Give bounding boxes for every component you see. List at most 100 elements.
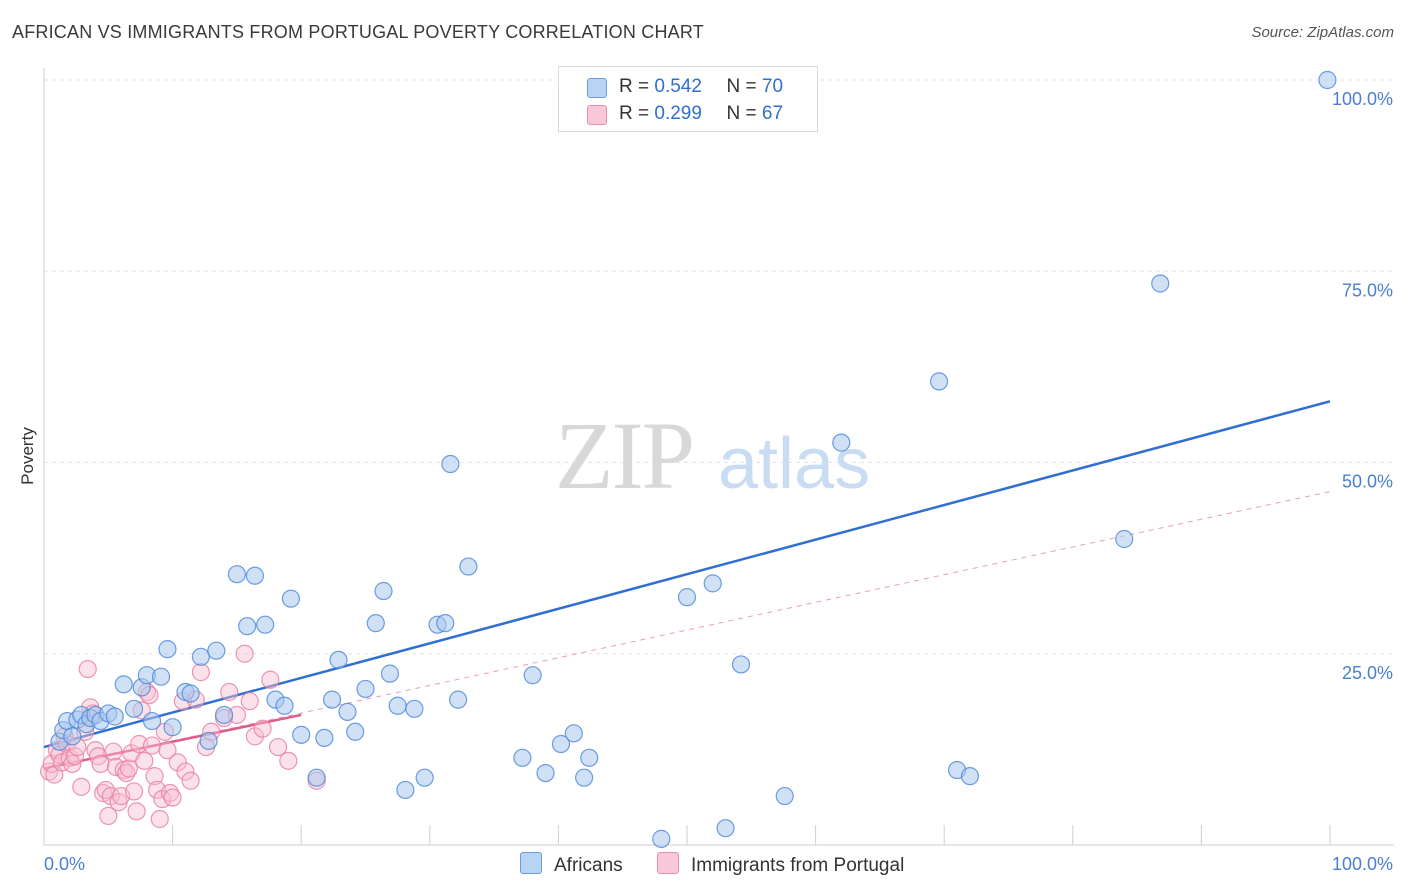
- data-point-africans: [436, 614, 455, 633]
- data-point-africans: [575, 768, 594, 787]
- data-point-portugal: [245, 727, 265, 746]
- data-point-africans: [513, 748, 532, 767]
- data-point-africans: [105, 707, 124, 726]
- data-point-africans: [832, 433, 851, 452]
- data-point-africans: [124, 699, 144, 718]
- data-point-portugal: [253, 719, 272, 738]
- source-label: Source: ZipAtlas.com: [1251, 24, 1394, 41]
- data-point-africans: [652, 829, 671, 848]
- data-point-africans: [281, 589, 301, 608]
- data-point-africans: [448, 690, 468, 709]
- y-tick-label: 100.0%: [1332, 89, 1393, 109]
- legend-swatch-africans: [587, 78, 607, 98]
- data-point-africans: [346, 722, 365, 741]
- data-point-africans: [366, 614, 385, 633]
- trendline-africans: [43, 400, 1331, 749]
- bottom-legend-africans: Africans: [520, 852, 623, 877]
- data-point-africans: [716, 819, 735, 838]
- stats-legend: R = 0.542 N = 70 R = 0.299 N = 67: [558, 66, 818, 132]
- data-point-africans: [929, 372, 949, 391]
- data-point-africans: [405, 699, 424, 718]
- data-point-portugal: [158, 741, 177, 760]
- data-point-africans: [960, 767, 980, 786]
- data-point-africans: [380, 664, 400, 683]
- data-point-portugal: [261, 670, 280, 689]
- data-point-africans: [227, 565, 246, 584]
- data-point-portugal: [279, 751, 298, 770]
- data-point-africans: [703, 574, 722, 593]
- data-point-africans: [551, 734, 571, 754]
- data-point-africans: [163, 718, 182, 737]
- data-point-africans: [523, 666, 542, 685]
- trendline-portugal-extended: [43, 491, 1331, 769]
- data-point-africans: [307, 768, 326, 787]
- data-point-portugal: [127, 802, 146, 821]
- data-point-africans: [214, 705, 234, 725]
- data-point-africans: [275, 696, 294, 715]
- legend-r-value-africans: 0.542: [654, 76, 702, 97]
- bottom-legend-swatch-portugal: [657, 852, 679, 874]
- x-tick-label-min: 0.0%: [44, 854, 85, 874]
- data-point-africans: [329, 650, 348, 669]
- data-point-portugal: [163, 788, 182, 807]
- trendline-portugal: [43, 713, 302, 770]
- y-tick-label: 50.0%: [1342, 472, 1393, 492]
- legend-n-label: N =: [726, 103, 757, 124]
- data-point-portugal: [99, 806, 118, 826]
- legend-r-label: R =: [619, 103, 650, 124]
- data-point-africans: [415, 768, 434, 787]
- data-point-portugal: [150, 809, 169, 829]
- data-point-africans: [315, 728, 334, 748]
- data-point-portugal: [119, 759, 138, 778]
- trend-lines: [43, 400, 1331, 770]
- data-point-africans: [536, 763, 555, 783]
- data-point-portugal: [78, 659, 97, 679]
- data-point-africans: [191, 647, 210, 666]
- data-point-africans: [677, 588, 697, 607]
- data-point-africans: [564, 724, 583, 743]
- data-point-africans: [292, 725, 311, 744]
- legend-r-label: R =: [619, 76, 650, 97]
- data-point-portugal: [240, 692, 259, 711]
- data-point-portugal: [181, 771, 200, 790]
- data-point-portugal: [145, 767, 164, 786]
- data-point-africans: [1115, 529, 1134, 549]
- data-point-africans: [142, 711, 162, 731]
- data-point-portugal: [142, 736, 162, 755]
- x-tick-label-max: 100.0%: [1332, 854, 1393, 874]
- data-point-portugal: [124, 782, 144, 801]
- bottom-legend-swatch-africans: [520, 852, 542, 874]
- data-point-africans: [207, 641, 226, 660]
- data-point-africans: [459, 557, 478, 576]
- legend-n-value-africans: 70: [761, 76, 784, 97]
- data-point-africans: [374, 581, 393, 601]
- points-africans: [50, 70, 1337, 848]
- data-point-africans: [114, 675, 133, 694]
- data-point-africans: [181, 684, 200, 703]
- data-point-africans: [580, 748, 599, 767]
- data-point-portugal: [268, 737, 288, 757]
- data-point-portugal: [91, 754, 110, 774]
- data-point-africans: [151, 667, 171, 686]
- data-point-africans: [63, 727, 82, 746]
- data-point-africans: [1318, 70, 1337, 90]
- y-tick-label: 75.0%: [1342, 280, 1393, 300]
- data-point-portugal: [72, 777, 91, 796]
- data-point-africans: [1151, 274, 1170, 293]
- y-axis-label: Poverty: [18, 427, 37, 485]
- legend-swatch-portugal: [587, 105, 607, 125]
- data-point-africans: [775, 786, 794, 806]
- data-point-africans: [356, 679, 375, 699]
- data-point-africans: [396, 780, 415, 800]
- bottom-legend-label-africans: Africans: [554, 855, 623, 876]
- legend-r-value-portugal: 0.299: [654, 103, 702, 124]
- data-point-africans: [388, 696, 407, 715]
- watermark-zip: ZIP: [555, 402, 693, 509]
- data-point-africans: [338, 702, 357, 721]
- data-point-africans: [256, 615, 275, 634]
- data-point-portugal: [176, 762, 195, 781]
- legend-n-label: N =: [726, 76, 757, 97]
- watermark: ZIP atlas: [555, 402, 870, 509]
- data-point-africans: [158, 640, 177, 659]
